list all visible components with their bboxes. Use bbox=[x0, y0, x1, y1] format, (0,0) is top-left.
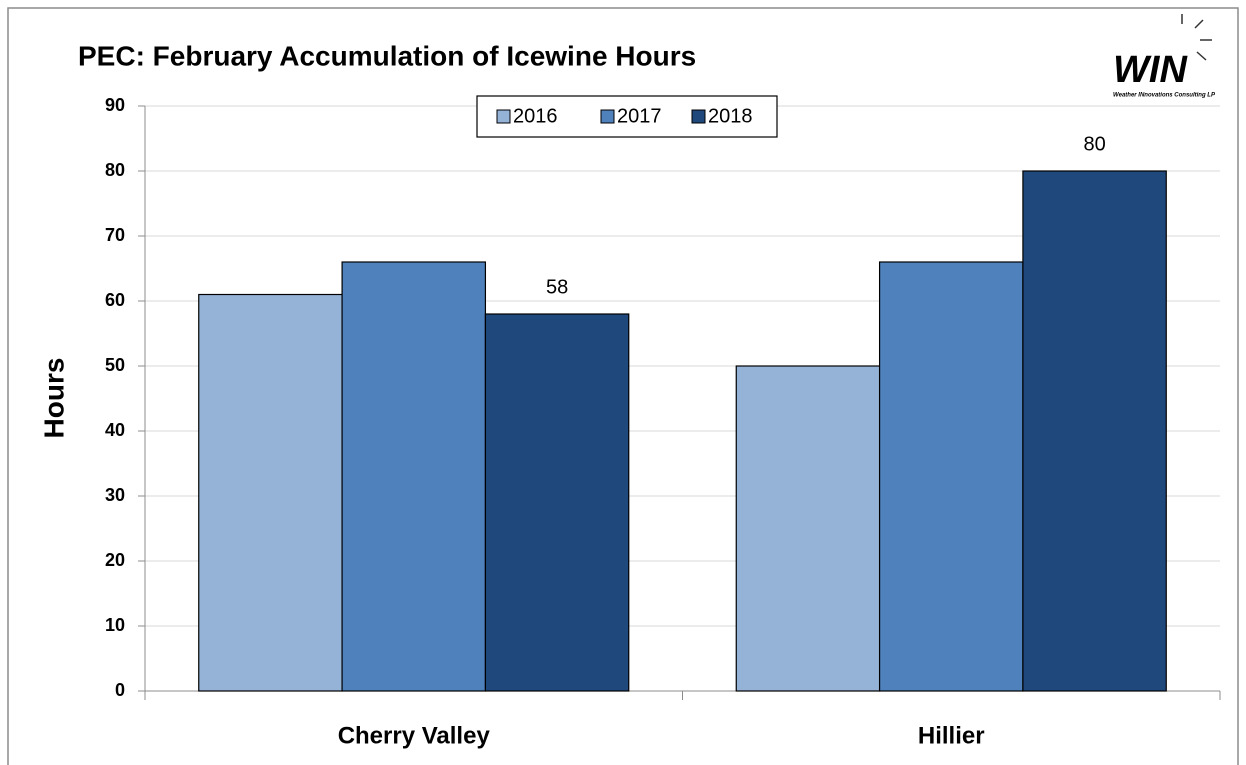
y-axis-label: Hours bbox=[38, 358, 69, 439]
legend-swatch bbox=[496, 109, 511, 124]
logo-subtitle: Weather INnovations Consulting LP bbox=[1113, 93, 1216, 99]
data-label: 80 bbox=[1083, 133, 1105, 155]
y-tick-label: 60 bbox=[105, 290, 125, 310]
y-tick-label: 30 bbox=[105, 485, 125, 505]
logo-rays bbox=[1181, 14, 1212, 61]
legend-swatch bbox=[600, 109, 615, 124]
y-tick-label: 0 bbox=[115, 680, 125, 700]
bar bbox=[341, 261, 487, 692]
y-tick-label: 80 bbox=[105, 160, 125, 180]
legend-label: 2016 bbox=[513, 105, 558, 127]
x-tick-label: Hillier bbox=[918, 722, 985, 749]
bar bbox=[484, 313, 630, 692]
data-label: 58 bbox=[546, 276, 568, 298]
legend-label: 2017 bbox=[617, 105, 662, 127]
y-tick-label: 70 bbox=[105, 225, 125, 245]
y-tick-label: 10 bbox=[105, 615, 125, 635]
chart-title: PEC: February Accumulation of Icewine Ho… bbox=[78, 40, 696, 71]
chart-frame bbox=[7, 7, 1239, 765]
y-tick-label: 20 bbox=[105, 550, 125, 570]
y-tick-label: 50 bbox=[105, 355, 125, 375]
logo: WIN Weather INnovations Consulting LP bbox=[1113, 14, 1216, 99]
bar bbox=[878, 261, 1024, 692]
legend-box bbox=[476, 95, 778, 138]
legend-swatch bbox=[691, 109, 706, 124]
y-tick-label: 90 bbox=[105, 95, 125, 115]
x-tick-label: Cherry Valley bbox=[338, 722, 491, 749]
y-tick-label: 40 bbox=[105, 420, 125, 440]
legend-label: 2018 bbox=[708, 105, 753, 127]
bar bbox=[735, 365, 881, 692]
logo-text: WIN bbox=[1113, 49, 1188, 91]
bar bbox=[198, 293, 343, 692]
bar bbox=[1022, 170, 1167, 692]
